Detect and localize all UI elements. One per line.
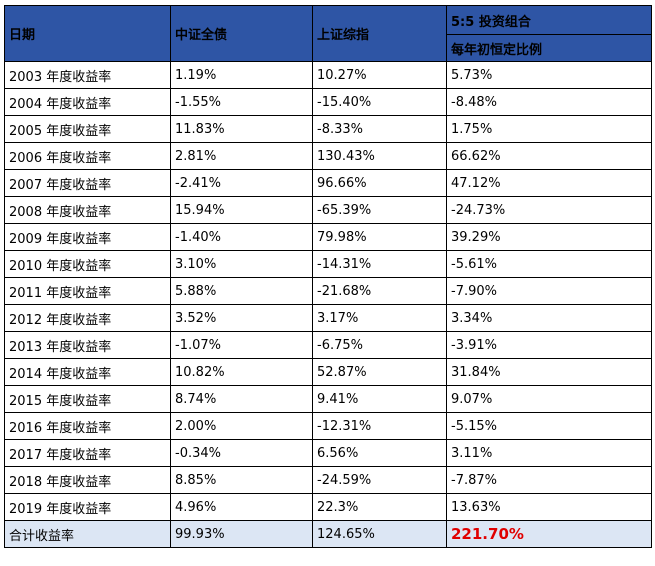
table-row: 2009 年度收益率 -1.40% 79.98% 39.29% [4,223,652,251]
row-portfolio: -24.73% [446,196,652,224]
row-stock: -15.40% [312,88,447,116]
header-portfolio-subtitle: 每年初恒定比例 [446,34,652,62]
row-year: 2015 年度收益率 [4,385,171,413]
row-stock: -65.39% [312,196,447,224]
total-label: 合计收益率 [4,520,171,548]
table-row: 2005 年度收益率 11.83% -8.33% 1.75% [4,115,652,143]
row-year: 2009 年度收益率 [4,223,171,251]
table-header: 日期 中证全债 上证综指 5:5 投资组合 每年初恒定比例 [4,5,652,62]
table-row: 2015 年度收益率 8.74% 9.41% 9.07% [4,385,652,413]
row-stock: -12.31% [312,412,447,440]
row-stock: 22.3% [312,493,447,521]
row-bond: -1.55% [170,88,313,116]
table-row: 2007 年度收益率 -2.41% 96.66% 47.12% [4,169,652,197]
row-year: 2003 年度收益率 [4,61,171,89]
table-row: 2019 年度收益率 4.96% 22.3% 13.63% [4,493,652,521]
row-bond: -1.40% [170,223,313,251]
row-year: 2004 年度收益率 [4,88,171,116]
table-row: 2016 年度收益率 2.00% -12.31% -5.15% [4,412,652,440]
returns-table: 日期 中证全债 上证综指 5:5 投资组合 每年初恒定比例 2003 年度收益率… [4,5,652,548]
row-portfolio: 9.07% [446,385,652,413]
row-bond: 15.94% [170,196,313,224]
row-stock: -21.68% [312,277,447,305]
row-year: 2010 年度收益率 [4,250,171,278]
row-bond: 11.83% [170,115,313,143]
row-portfolio: 13.63% [446,493,652,521]
table-row: 2004 年度收益率 -1.55% -15.40% -8.48% [4,88,652,116]
row-portfolio: 31.84% [446,358,652,386]
header-stock-index: 上证综指 [312,5,447,62]
row-year: 2014 年度收益率 [4,358,171,386]
row-stock: -8.33% [312,115,447,143]
row-portfolio: -7.90% [446,277,652,305]
header-portfolio: 5:5 投资组合 [446,5,652,35]
row-year: 2016 年度收益率 [4,412,171,440]
row-stock: -24.59% [312,466,447,494]
table-row: 2010 年度收益率 3.10% -14.31% -5.61% [4,250,652,278]
row-year: 2011 年度收益率 [4,277,171,305]
row-stock: 6.56% [312,439,447,467]
row-portfolio: -7.87% [446,466,652,494]
row-portfolio: -5.15% [446,412,652,440]
row-bond: -1.07% [170,331,313,359]
row-bond: 3.10% [170,250,313,278]
row-portfolio: 3.34% [446,304,652,332]
table-row: 2018 年度收益率 8.85% -24.59% -7.87% [4,466,652,494]
table-row: 2012 年度收益率 3.52% 3.17% 3.34% [4,304,652,332]
table-row: 2013 年度收益率 -1.07% -6.75% -3.91% [4,331,652,359]
row-portfolio: -8.48% [446,88,652,116]
row-stock: 10.27% [312,61,447,89]
row-year: 2019 年度收益率 [4,493,171,521]
table-row: 2006 年度收益率 2.81% 130.43% 66.62% [4,142,652,170]
row-bond: 2.00% [170,412,313,440]
table-row: 2011 年度收益率 5.88% -21.68% -7.90% [4,277,652,305]
row-stock: -6.75% [312,331,447,359]
row-year: 2006 年度收益率 [4,142,171,170]
row-portfolio: 1.75% [446,115,652,143]
table-row: 2003 年度收益率 1.19% 10.27% 5.73% [4,61,652,89]
row-bond: 10.82% [170,358,313,386]
row-stock: 52.87% [312,358,447,386]
row-portfolio: 3.11% [446,439,652,467]
row-bond: -0.34% [170,439,313,467]
row-bond: 1.19% [170,61,313,89]
row-portfolio: 5.73% [446,61,652,89]
row-stock: 79.98% [312,223,447,251]
row-stock: 9.41% [312,385,447,413]
row-bond: 2.81% [170,142,313,170]
row-year: 2008 年度收益率 [4,196,171,224]
total-portfolio: 221.70% [446,520,652,548]
row-bond: 4.96% [170,493,313,521]
row-stock: 96.66% [312,169,447,197]
row-year: 2018 年度收益率 [4,466,171,494]
row-portfolio: 47.12% [446,169,652,197]
total-stock: 124.65% [312,520,447,548]
row-portfolio: -3.91% [446,331,652,359]
table-body: 2003 年度收益率 1.19% 10.27% 5.73% 2004 年度收益率 -1.5… [4,61,652,521]
row-bond: 3.52% [170,304,313,332]
table-row: 2014 年度收益率 10.82% 52.87% 31.84% [4,358,652,386]
row-portfolio: 39.29% [446,223,652,251]
row-bond: 8.85% [170,466,313,494]
header-bond-index: 中证全债 [170,5,313,62]
row-year: 2005 年度收益率 [4,115,171,143]
row-bond: 5.88% [170,277,313,305]
row-bond: -2.41% [170,169,313,197]
row-portfolio: 66.62% [446,142,652,170]
row-stock: -14.31% [312,250,447,278]
row-year: 2017 年度收益率 [4,439,171,467]
table-total: 合计收益率 99.93% 124.65% 221.70% [4,520,652,548]
row-stock: 3.17% [312,304,447,332]
row-portfolio: -5.61% [446,250,652,278]
row-year: 2007 年度收益率 [4,169,171,197]
row-year: 2013 年度收益率 [4,331,171,359]
total-bond: 99.93% [170,520,313,548]
row-stock: 130.43% [312,142,447,170]
table-row: 2017 年度收益率 -0.34% 6.56% 3.11% [4,439,652,467]
total-row: 合计收益率 99.93% 124.65% 221.70% [4,520,652,548]
row-bond: 8.74% [170,385,313,413]
row-year: 2012 年度收益率 [4,304,171,332]
header-date: 日期 [4,5,171,62]
table-row: 2008 年度收益率 15.94% -65.39% -24.73% [4,196,652,224]
